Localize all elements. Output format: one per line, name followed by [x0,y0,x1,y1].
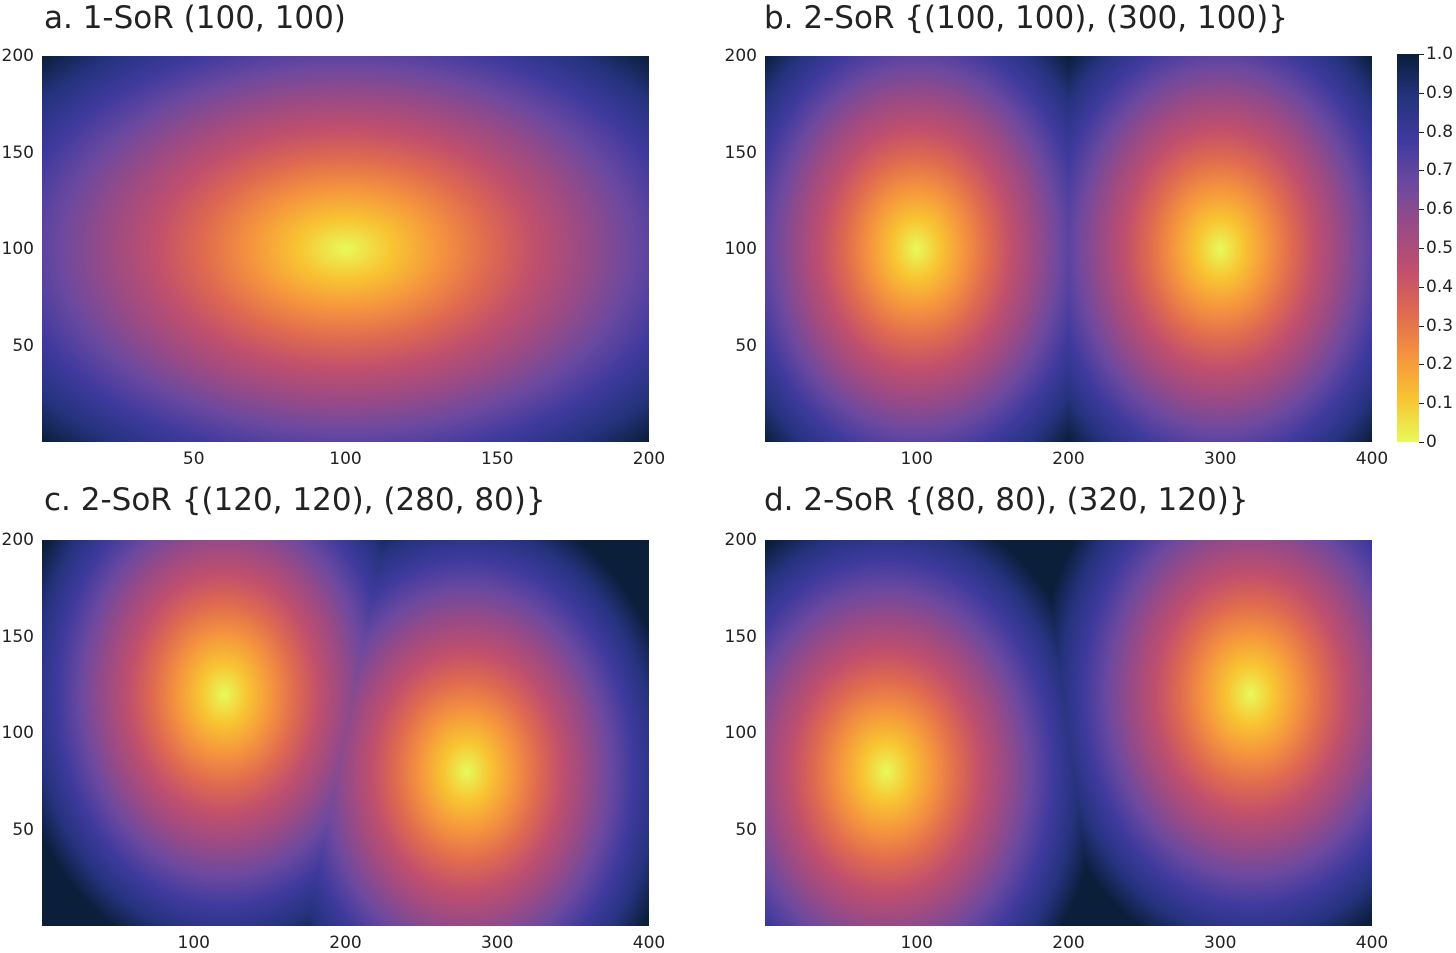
y-tick-label: 200 [1,530,34,550]
colorbar-tick-label: 0.3 [1426,315,1454,336]
x-tick-label: 400 [632,933,666,953]
colorbar-tick-mark [1419,286,1424,288]
y-tick-label: 200 [724,530,757,550]
y-tick-label: 200 [724,46,757,66]
heatmap-panel-d [765,540,1372,926]
x-tick-label: 50 [182,449,205,469]
panel-c-title: c. 2-SoR {(120, 120), (280, 80)} [44,482,546,518]
y-tick-label: 50 [735,819,757,840]
colorbar-tick-label: 0.9 [1426,82,1454,103]
y-tick-label: 100 [1,723,34,743]
colorbar-tick-mark [1419,131,1424,133]
y-tick-label: 100 [1,239,34,259]
colorbar-tick-mark [1419,325,1424,327]
colorbar-tick-label: 0 [1426,432,1437,452]
y-tick-label: 150 [1,626,34,647]
colorbar-tick-mark [1419,403,1424,405]
heatmap-panel-b [765,56,1372,442]
heatmap-panel-a [42,56,649,442]
colorbar-tick-mark [1419,364,1424,366]
x-tick-label: 100 [900,449,933,469]
colorbar-tick-label: 0.2 [1426,354,1454,375]
x-tick-label: 100 [329,449,362,469]
x-tick-label: 100 [900,933,933,953]
colorbar-tick-mark [1419,209,1424,211]
y-tick-label: 150 [1,142,34,163]
x-tick-label: 200 [1052,449,1085,469]
panel-d-title: d. 2-SoR {(80, 80), (320, 120)} [764,482,1249,518]
colorbar-tick-mark [1419,170,1424,172]
heatmap-panel-c [42,540,649,926]
x-tick-label: 200 [632,449,666,469]
colorbar-tick-label: 0.6 [1426,199,1454,220]
colorbar-tick-label: 0.8 [1426,121,1454,142]
y-tick-label: 100 [724,723,757,743]
x-tick-label: 200 [1052,933,1085,953]
colorbar-tick-mark [1419,248,1424,249]
x-tick-label: 400 [1355,933,1389,953]
x-tick-label: 400 [1355,449,1389,469]
y-tick-label: 50 [735,335,757,356]
colorbar-tick-label: 0.5 [1426,238,1454,258]
x-tick-label: 200 [329,933,362,953]
panel-a-title: a. 1-SoR (100, 100) [44,0,346,36]
y-tick-label: 100 [724,239,757,259]
y-tick-label: 50 [12,819,34,840]
colorbar-tick-label: 0.7 [1426,160,1454,181]
colorbar-tick-mark [1419,442,1424,443]
colorbar-tick-mark [1419,92,1424,94]
x-tick-label: 300 [481,933,514,953]
x-tick-label: 100 [177,933,210,953]
y-tick-label: 150 [724,142,757,163]
y-tick-label: 200 [1,46,34,66]
colorbar [1397,54,1419,442]
colorbar-tick-label: 1.0 [1426,44,1454,64]
colorbar-tick-label: 0.4 [1426,276,1454,297]
colorbar-tick-label: 0.1 [1426,393,1454,414]
y-tick-label: 150 [724,626,757,647]
y-tick-label: 50 [12,335,34,356]
x-tick-label: 300 [1204,449,1237,469]
panel-b-title: b. 2-SoR {(100, 100), (300, 100)} [764,0,1288,36]
colorbar-tick-mark [1419,54,1424,55]
x-tick-label: 150 [481,449,514,469]
x-tick-label: 300 [1204,933,1237,953]
